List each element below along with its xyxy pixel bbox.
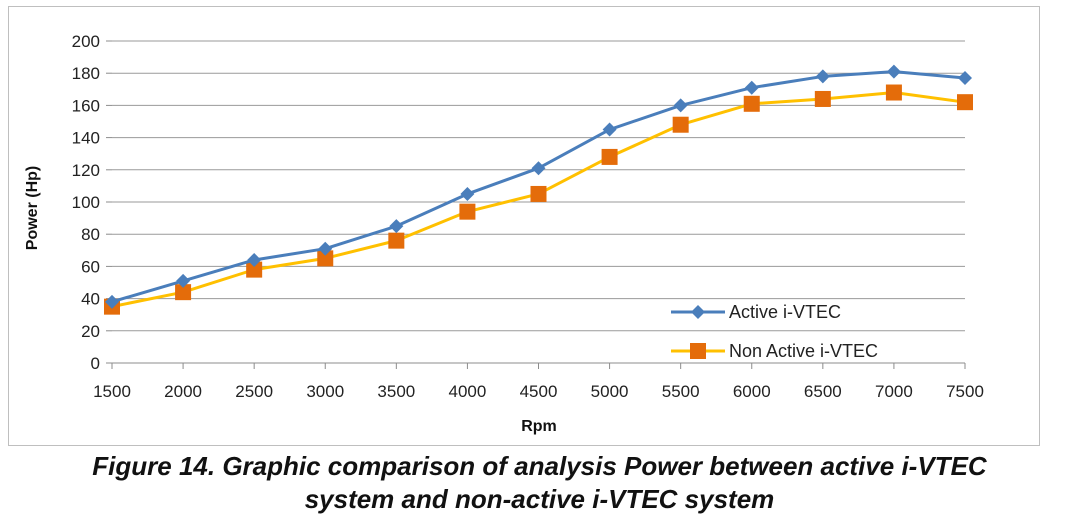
point-non-active-3000 [317,250,334,267]
x-tick-label-2500: 2500 [235,382,273,401]
legend: Active i-VTEC Non Active i-VTEC [671,302,878,361]
point-active-3500 [389,219,404,234]
y-tick-label-140: 140 [72,129,100,148]
y-tick-label-60: 60 [81,257,100,276]
point-active-2000 [176,273,191,288]
caption-line-1: Figure 14. Graphic comparison of analysi… [92,451,987,481]
line-chart: 0 20 40 60 80 100 120 140 160 180 200 1500 2000 2500… [24,32,984,435]
point-non-active-7500 [957,94,973,111]
point-active-4500 [531,161,546,176]
x-tick-label-5500: 5500 [662,382,700,401]
y-tick-label-100: 100 [72,193,100,212]
point-non-active-4000 [459,203,476,220]
point-active-7500 [958,71,972,86]
point-active-6000 [744,80,759,95]
y-axis-ticks: 0 20 40 60 80 100 120 140 160 180 200 [72,32,112,373]
figure-caption: Figure 14. Graphic comparison of analysi… [0,450,1079,516]
point-non-active-6000 [743,95,760,112]
legend-item-non-active: Non Active i-VTEC [671,341,878,361]
point-active-4000 [460,186,475,201]
legend-marker-square [690,343,706,359]
x-tick-label-7000: 7000 [875,382,913,401]
x-tick-label-1500: 1500 [93,382,131,401]
x-axis-title: Rpm [521,418,557,435]
legend-marker-diamond [691,305,705,319]
y-axis-title: Power (Hp) [24,166,41,250]
point-non-active-4500 [530,185,547,202]
point-non-active-2500 [246,261,263,278]
chart-frame: 0 20 40 60 80 100 120 140 160 180 200 1500 2000 2500… [8,6,1040,446]
y-tick-label-80: 80 [81,225,100,244]
series-lines [104,64,973,315]
legend-label-active: Active i-VTEC [729,302,841,322]
point-active-5500 [673,98,688,113]
x-tick-label-6000: 6000 [733,382,771,401]
y-tick-label-200: 200 [72,32,100,51]
point-active-3000 [318,241,333,256]
point-non-active-3500 [388,232,405,249]
point-active-5000 [602,122,617,137]
point-non-active-5000 [601,148,618,165]
x-tick-label-4500: 4500 [520,382,558,401]
y-tick-label-180: 180 [72,64,100,83]
x-tick-label-6500: 6500 [804,382,842,401]
y-tick-label-120: 120 [72,161,100,180]
x-tick-label-3000: 3000 [306,382,344,401]
x-tick-label-3500: 3500 [377,382,415,401]
y-tick-label-0: 0 [91,354,100,373]
x-tick-label-5000: 5000 [591,382,629,401]
point-non-active-6500 [814,90,831,107]
point-active-7000 [886,64,901,79]
legend-item-active: Active i-VTEC [671,302,841,322]
point-active-6500 [815,69,830,84]
x-tick-label-2000: 2000 [164,382,202,401]
x-axis-ticks: 1500 2000 2500 3000 3500 4000 4500 5000 5500 6000… [93,363,984,401]
y-tick-label-20: 20 [81,322,100,341]
point-non-active-7000 [885,84,902,101]
legend-label-non-active: Non Active i-VTEC [729,341,878,361]
point-non-active-5500 [672,116,689,133]
y-tick-label-40: 40 [81,290,100,309]
caption-line-2: system and non-active i-VTEC system [304,484,775,514]
point-non-active-2000 [175,284,192,301]
y-tick-label-160: 160 [72,96,100,115]
x-tick-label-7500: 7500 [946,382,984,401]
point-active-1500 [105,294,119,309]
x-tick-label-4000: 4000 [449,382,487,401]
